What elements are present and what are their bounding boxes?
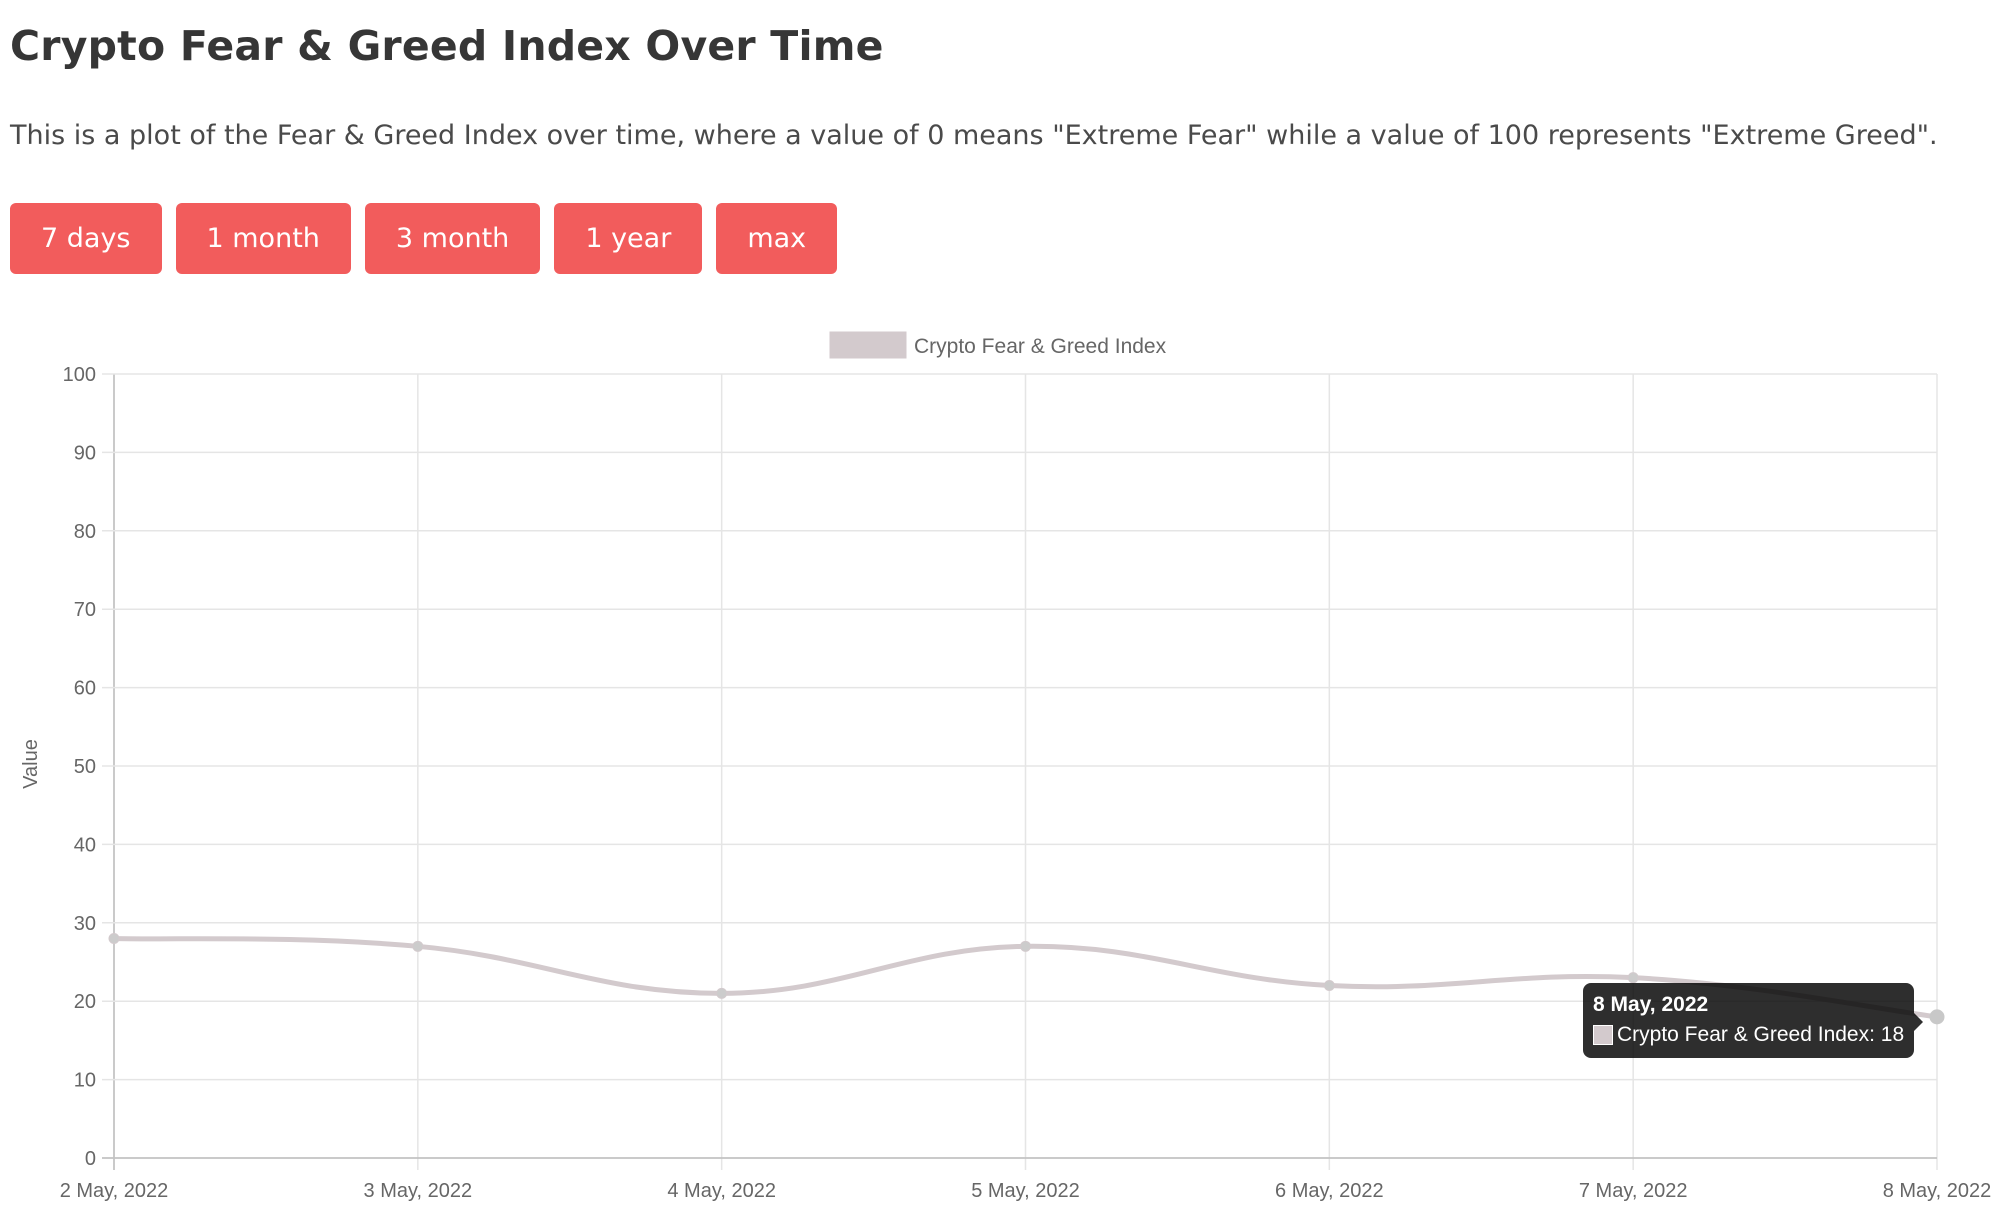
y-tick-label: 70 [74, 599, 96, 621]
y-axis-title: Value [20, 739, 42, 789]
horizontal-gridlines [102, 373, 1937, 1159]
y-tick-label: 40 [74, 834, 96, 856]
data-point[interactable] [412, 940, 424, 952]
x-tick-label: 6 May, 2022 [1275, 1180, 1384, 1202]
chart-legend[interactable]: Crypto Fear & Greed Index [829, 331, 1167, 359]
y-axis-tick-labels: 0 10 20 30 40 50 60 70 80 90 100 [63, 364, 96, 1170]
data-point[interactable] [716, 987, 728, 999]
x-tick-label: 5 May, 2022 [971, 1180, 1080, 1202]
range-1-month-button[interactable]: 1 month [175, 203, 351, 274]
data-point[interactable] [1020, 940, 1031, 952]
range-3-month-button[interactable]: 3 month [364, 203, 541, 274]
x-tick-label: 8 May, 2022 [1883, 1180, 1992, 1202]
range-max-button[interactable]: max [716, 203, 838, 274]
y-tick-label: 0 [85, 1148, 96, 1170]
legend-label: Crypto Fear & Greed Index [914, 335, 1167, 358]
y-tick-label: 30 [74, 913, 96, 935]
x-tick-label: 2 May, 2022 [60, 1180, 169, 1202]
y-tick-label: 20 [74, 991, 96, 1013]
page-description: This is a plot of the Fear & Greed Index… [10, 120, 1938, 151]
data-point[interactable] [108, 932, 120, 944]
tooltip-date: 8 May, 2022 [1593, 993, 1709, 1016]
fear-greed-line-chart[interactable]: Crypto Fear & Greed Index 0 10 20 30 40 50 60 7… [0, 320, 1999, 1220]
y-tick-label: 50 [74, 756, 96, 778]
data-point[interactable] [1323, 980, 1335, 992]
y-tick-label: 60 [74, 678, 96, 700]
chart-tooltip: 8 May, 2022 Crypto Fear & Greed Index: 1… [1583, 983, 1924, 1058]
y-tick-label: 90 [74, 442, 96, 464]
tooltip-pointer [1914, 1013, 1924, 1031]
x-tick-label: 3 May, 2022 [364, 1180, 473, 1202]
x-axis-tick-labels: 2 May, 2022 3 May, 2022 4 May, 2022 5 May, … [60, 1180, 1992, 1202]
range-1-year-button[interactable]: 1 year [554, 203, 703, 274]
tooltip-value-label: Crypto Fear & Greed Index: 18 [1617, 1023, 1905, 1046]
data-point[interactable] [1627, 972, 1639, 984]
range-7-days-button[interactable]: 7 days [10, 203, 162, 274]
y-tick-label: 80 [74, 521, 96, 543]
range-button-group: 7 days 1 month 3 month 1 year max [10, 203, 838, 274]
legend-swatch [829, 331, 907, 359]
y-tick-label: 100 [63, 364, 96, 386]
x-tick-label: 7 May, 2022 [1579, 1180, 1688, 1202]
series-points [108, 932, 1945, 1025]
x-tick-label: 4 May, 2022 [667, 1180, 776, 1202]
vertical-gridlines [113, 374, 1938, 1170]
data-point[interactable] [1929, 1009, 1945, 1025]
tooltip-swatch [1593, 1025, 1613, 1045]
tooltip-row: Crypto Fear & Greed Index: 18 [1593, 1020, 1904, 1050]
page-title: Crypto Fear & Greed Index Over Time [10, 22, 884, 70]
y-tick-label: 10 [74, 1070, 96, 1092]
